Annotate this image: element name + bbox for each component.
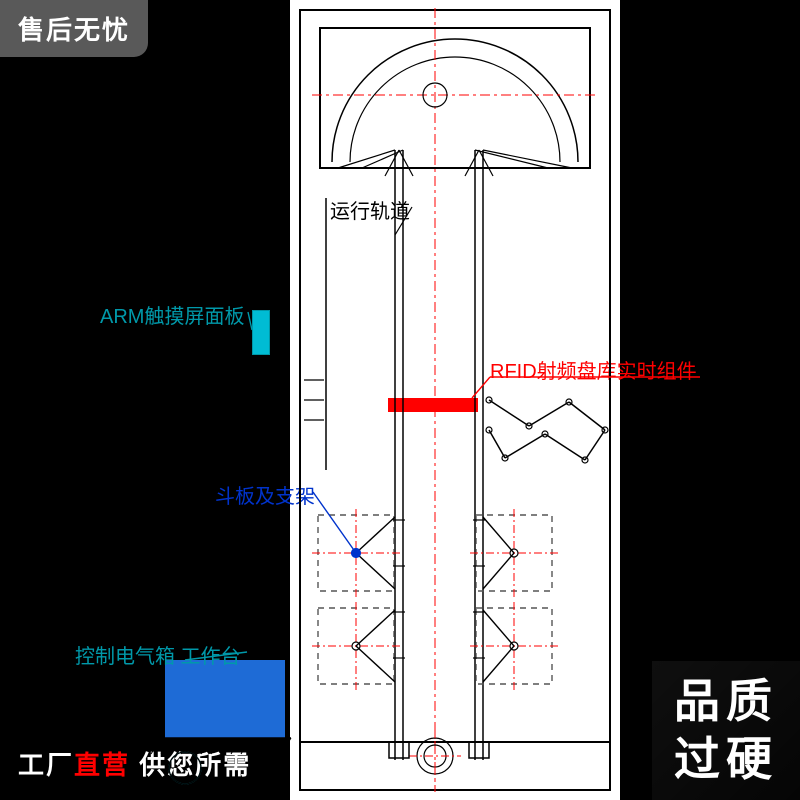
technical-drawing xyxy=(0,0,800,800)
